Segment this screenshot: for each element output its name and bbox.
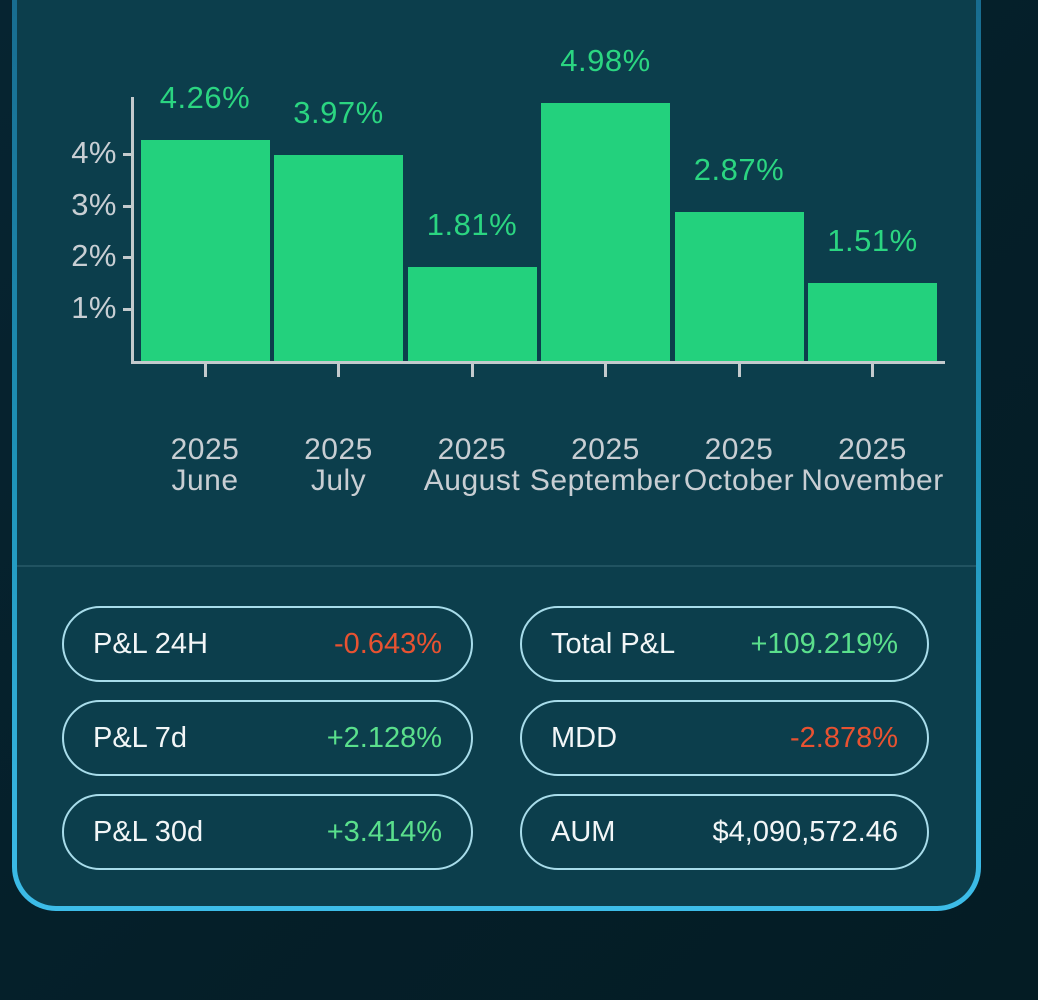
category-month: November — [801, 464, 944, 497]
category-year: 2025 — [437, 433, 507, 466]
stat-label: AUM — [551, 815, 616, 848]
y-axis-tick — [123, 256, 131, 260]
y-axis-tick-label: 3% — [71, 186, 117, 222]
x-axis — [131, 361, 945, 364]
x-axis-tick — [871, 364, 874, 377]
stat-value: $4,090,572.46 — [712, 815, 898, 848]
x-axis-category-label: 2025 July — [254, 434, 424, 496]
category-month: September — [529, 464, 682, 497]
x-axis-tick — [337, 364, 340, 377]
bar-2025-july — [274, 155, 403, 361]
y-axis-tick-label: 4% — [71, 134, 117, 170]
stat-pill-p-l-30d: P&L 30d +3.414% — [62, 794, 473, 870]
y-axis-tick-label: 2% — [71, 238, 117, 274]
stat-pill-p-l-7d: P&L 7d +2.128% — [62, 700, 473, 776]
stat-label: P&L 7d — [93, 721, 188, 754]
category-year: 2025 — [170, 433, 240, 466]
stat-value: +109.219% — [750, 627, 898, 660]
x-axis-tick — [203, 364, 207, 377]
bar-value-label: 1.81% — [426, 207, 518, 242]
bar-2025-september — [541, 103, 670, 361]
bar-2025-november — [808, 283, 937, 361]
x-axis-category-label: 2025 November — [788, 434, 958, 496]
stat-pill-mdd: MDD -2.878% — [520, 700, 929, 776]
stat-label: P&L 24H — [93, 627, 208, 660]
x-axis-category-label: 2025 June — [120, 434, 290, 496]
stat-pill-p-l-24h: P&L 24H -0.643% — [62, 606, 473, 682]
stat-value: -2.878% — [789, 721, 898, 754]
y-axis-tick — [123, 152, 131, 156]
stat-value: +3.414% — [326, 815, 442, 848]
bar-2025-june — [140, 140, 270, 361]
y-axis-tick — [123, 308, 131, 312]
stat-value: -0.643% — [333, 627, 442, 660]
stat-label: MDD — [551, 721, 618, 754]
stat-value: +2.128% — [326, 721, 442, 754]
section-divider — [17, 565, 976, 567]
category-year: 2025 — [304, 433, 373, 466]
bar-value-label: 4.98% — [560, 43, 651, 78]
x-axis-category-label: 2025 October — [654, 434, 824, 496]
y-axis-tick — [123, 204, 131, 208]
x-axis-tick — [470, 364, 474, 377]
stat-label: P&L 30d — [93, 815, 204, 848]
category-year: 2025 — [838, 433, 907, 466]
category-year: 2025 — [571, 433, 640, 466]
x-axis-category-label: 2025 September — [521, 434, 691, 496]
bar-value-label: 1.51% — [827, 223, 918, 258]
x-axis-tick — [604, 364, 607, 377]
stat-label: Total P&L — [551, 627, 676, 660]
category-month: July — [310, 464, 367, 497]
category-year: 2025 — [704, 433, 774, 466]
x-axis-category-label: 2025 August — [387, 434, 557, 496]
bar-2025-august — [407, 267, 537, 361]
y-axis-tick-label: 1% — [71, 290, 117, 326]
bar-value-label: 3.97% — [293, 95, 384, 130]
category-month: October — [683, 464, 795, 497]
monthly-returns-bar-chart: 1% 2% 3% 4% 4.26% 2025 June 3.97% 2025 July 1.81% 2… — [71, 43, 958, 496]
category-month: August — [423, 464, 521, 497]
bar-2025-october — [674, 212, 804, 361]
bar-value-label: 2.87% — [693, 152, 785, 187]
bar-value-label: 4.26% — [159, 80, 251, 115]
stat-pill-total-p-l: Total P&L +109.219% — [520, 606, 929, 682]
y-axis — [131, 97, 134, 364]
x-axis-tick — [737, 364, 741, 377]
category-month: June — [171, 464, 239, 497]
stat-pill-aum: AUM $4,090,572.46 — [520, 794, 929, 870]
